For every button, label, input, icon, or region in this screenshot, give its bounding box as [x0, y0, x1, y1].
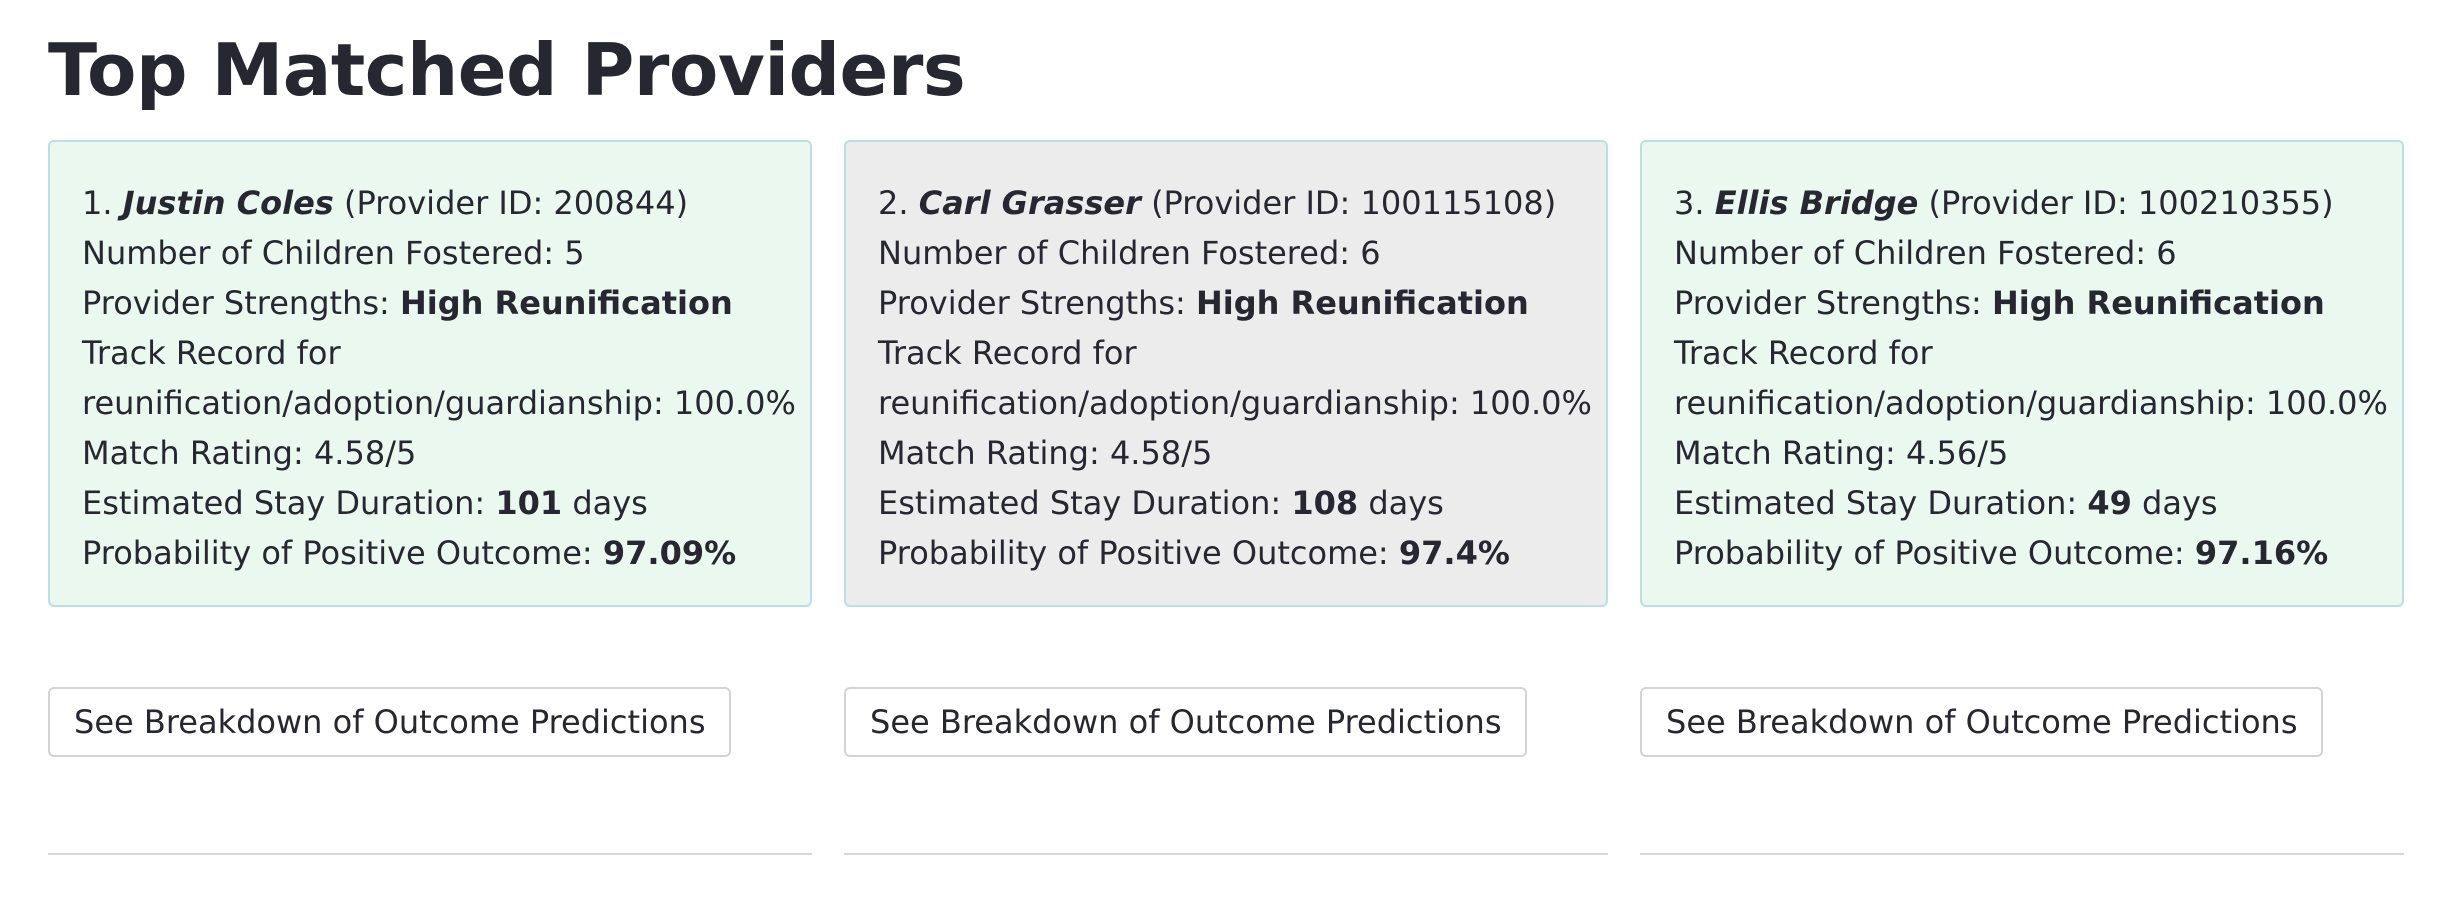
provider-cards: 1. Justin Coles (Provider ID: 200844) Nu…: [48, 140, 2404, 860]
track-record-label: Track Record for: [82, 334, 341, 372]
strengths-label: Provider Strengths:: [82, 284, 400, 322]
match-rating-value: 4.58/5: [1109, 434, 1213, 472]
track-record-row: reunification/adoption/guardianship: 100…: [1674, 378, 2388, 428]
provider-heading: 3. Ellis Bridge (Provider ID: 100210355): [1674, 178, 2370, 228]
track-record-label-cont: reunification/adoption/guardianship:: [82, 384, 674, 422]
track-record-label: Track Record for: [1674, 334, 1933, 372]
see-breakdown-button-2[interactable]: See Breakdown of Outcome Predictions: [844, 687, 1528, 757]
children-fostered-row: Number of Children Fostered: 6: [1674, 228, 2370, 278]
children-fostered-label: Number of Children Fostered:: [82, 234, 565, 272]
stay-duration-unit: days: [1358, 484, 1444, 522]
stay-duration-label: Estimated Stay Duration:: [82, 484, 496, 522]
track-record-value: 100.0%: [673, 384, 796, 422]
provider-heading: 1. Justin Coles (Provider ID: 200844): [82, 178, 778, 228]
stay-duration-label: Estimated Stay Duration:: [878, 484, 1292, 522]
match-rating-label: Match Rating:: [878, 434, 1110, 472]
children-fostered-label: Number of Children Fostered:: [878, 234, 1361, 272]
stay-duration-value: 101: [495, 484, 563, 522]
provider-id-suffix: ): [675, 184, 689, 222]
provider-id-prefix: (Provider ID:: [1928, 184, 2138, 222]
match-rating-value: 4.56/5: [1905, 434, 2009, 472]
stay-duration-row: Estimated Stay Duration: 49 days: [1674, 478, 2370, 528]
provider-id-prefix: (Provider ID:: [1151, 184, 1361, 222]
see-breakdown-button-1[interactable]: See Breakdown of Outcome Predictions: [48, 687, 732, 757]
provider-name: Justin Coles: [122, 184, 334, 222]
track-record-label-cont: reunification/adoption/guardianship:: [1674, 384, 2266, 422]
children-fostered-value: 6: [1360, 234, 1381, 272]
stay-duration-label: Estimated Stay Duration:: [1674, 484, 2088, 522]
provider-rank: 1.: [82, 184, 113, 222]
provider-name: Carl Grasser: [918, 184, 1141, 222]
provider-rank: 2.: [878, 184, 909, 222]
children-fostered-row: Number of Children Fostered: 6: [878, 228, 1574, 278]
strengths-value: High Reunification: [1195, 284, 1529, 322]
provider-card-3: 3. Ellis Bridge (Provider ID: 100210355)…: [1640, 140, 2404, 607]
provider-card-2: 2. Carl Grasser (Provider ID: 100115108)…: [844, 140, 1608, 607]
probability-value: 97.09%: [602, 534, 737, 572]
stay-duration-value: 108: [1291, 484, 1359, 522]
track-record-row: reunification/adoption/guardianship: 100…: [82, 378, 796, 428]
provider-id-prefix: (Provider ID:: [343, 184, 554, 222]
provider-column-3: 3. Ellis Bridge (Provider ID: 100210355)…: [1640, 140, 2404, 860]
see-breakdown-button-3[interactable]: See Breakdown of Outcome Predictions: [1640, 687, 2324, 757]
strengths-row: Provider Strengths: High Reunification: [1674, 278, 2370, 328]
provider-id: 100210355: [2137, 184, 2322, 222]
match-rating-row: Match Rating: 4.58/5: [82, 428, 778, 478]
probability-label: Probability of Positive Outcome:: [82, 534, 603, 572]
provider-id: 100115108: [1360, 184, 1544, 222]
probability-row: Probability of Positive Outcome: 97.09%: [82, 528, 778, 578]
match-rating-value: 4.58/5: [313, 434, 417, 472]
probability-label: Probability of Positive Outcome:: [878, 534, 1399, 572]
provider-id-suffix: ): [1543, 184, 1557, 222]
stay-duration-row: Estimated Stay Duration: 108 days: [878, 478, 1574, 528]
children-fostered-value: 6: [2156, 234, 2177, 272]
track-record-label: Track Record for: [878, 334, 1137, 372]
stay-duration-unit: days: [2131, 484, 2218, 522]
probability-row: Probability of Positive Outcome: 97.4%: [878, 528, 1574, 578]
strengths-label: Provider Strengths:: [878, 284, 1196, 322]
stay-duration-value: 49: [2087, 484, 2132, 522]
provider-id-suffix: ): [2321, 184, 2334, 222]
children-fostered-row: Number of Children Fostered: 5: [82, 228, 778, 278]
match-rating-label: Match Rating:: [82, 434, 314, 472]
probability-value: 97.4%: [1398, 534, 1510, 572]
probability-row: Probability of Positive Outcome: 97.16%: [1674, 528, 2370, 578]
provider-name: Ellis Bridge: [1714, 184, 1919, 222]
children-fostered-label: Number of Children Fostered:: [1674, 234, 2157, 272]
stay-duration-unit: days: [562, 484, 648, 522]
divider-2: [844, 853, 1608, 855]
strengths-value: High Reunification: [1991, 284, 2325, 322]
provider-rank: 3.: [1674, 184, 1705, 222]
provider-heading: 2. Carl Grasser (Provider ID: 100115108): [878, 178, 1574, 228]
stay-duration-row: Estimated Stay Duration: 101 days: [82, 478, 778, 528]
probability-label: Probability of Positive Outcome:: [1674, 534, 2195, 572]
probability-value: 97.16%: [2194, 534, 2329, 572]
page-title: Top Matched Providers: [48, 28, 966, 112]
provider-id: 200844: [553, 184, 676, 222]
track-record-value: 100.0%: [1469, 384, 1592, 422]
provider-column-1: 1. Justin Coles (Provider ID: 200844) Nu…: [48, 140, 812, 860]
strengths-label: Provider Strengths:: [1674, 284, 1992, 322]
divider-3: [1640, 853, 2404, 855]
match-rating-row: Match Rating: 4.56/5: [1674, 428, 2370, 478]
match-rating-label: Match Rating:: [1674, 434, 1906, 472]
children-fostered-value: 5: [564, 234, 585, 272]
track-record-label-cont: reunification/adoption/guardianship:: [878, 384, 1470, 422]
strengths-row: Provider Strengths: High Reunification: [82, 278, 778, 328]
track-record-row: reunification/adoption/guardianship: 100…: [878, 378, 1592, 428]
strengths-value: High Reunification: [399, 284, 733, 322]
strengths-row: Provider Strengths: High Reunification: [878, 278, 1574, 328]
provider-column-2: 2. Carl Grasser (Provider ID: 100115108)…: [844, 140, 1608, 860]
match-rating-row: Match Rating: 4.58/5: [878, 428, 1574, 478]
provider-card-1: 1. Justin Coles (Provider ID: 200844) Nu…: [48, 140, 812, 607]
track-record-value: 100.0%: [2265, 384, 2388, 422]
divider-1: [48, 853, 812, 855]
